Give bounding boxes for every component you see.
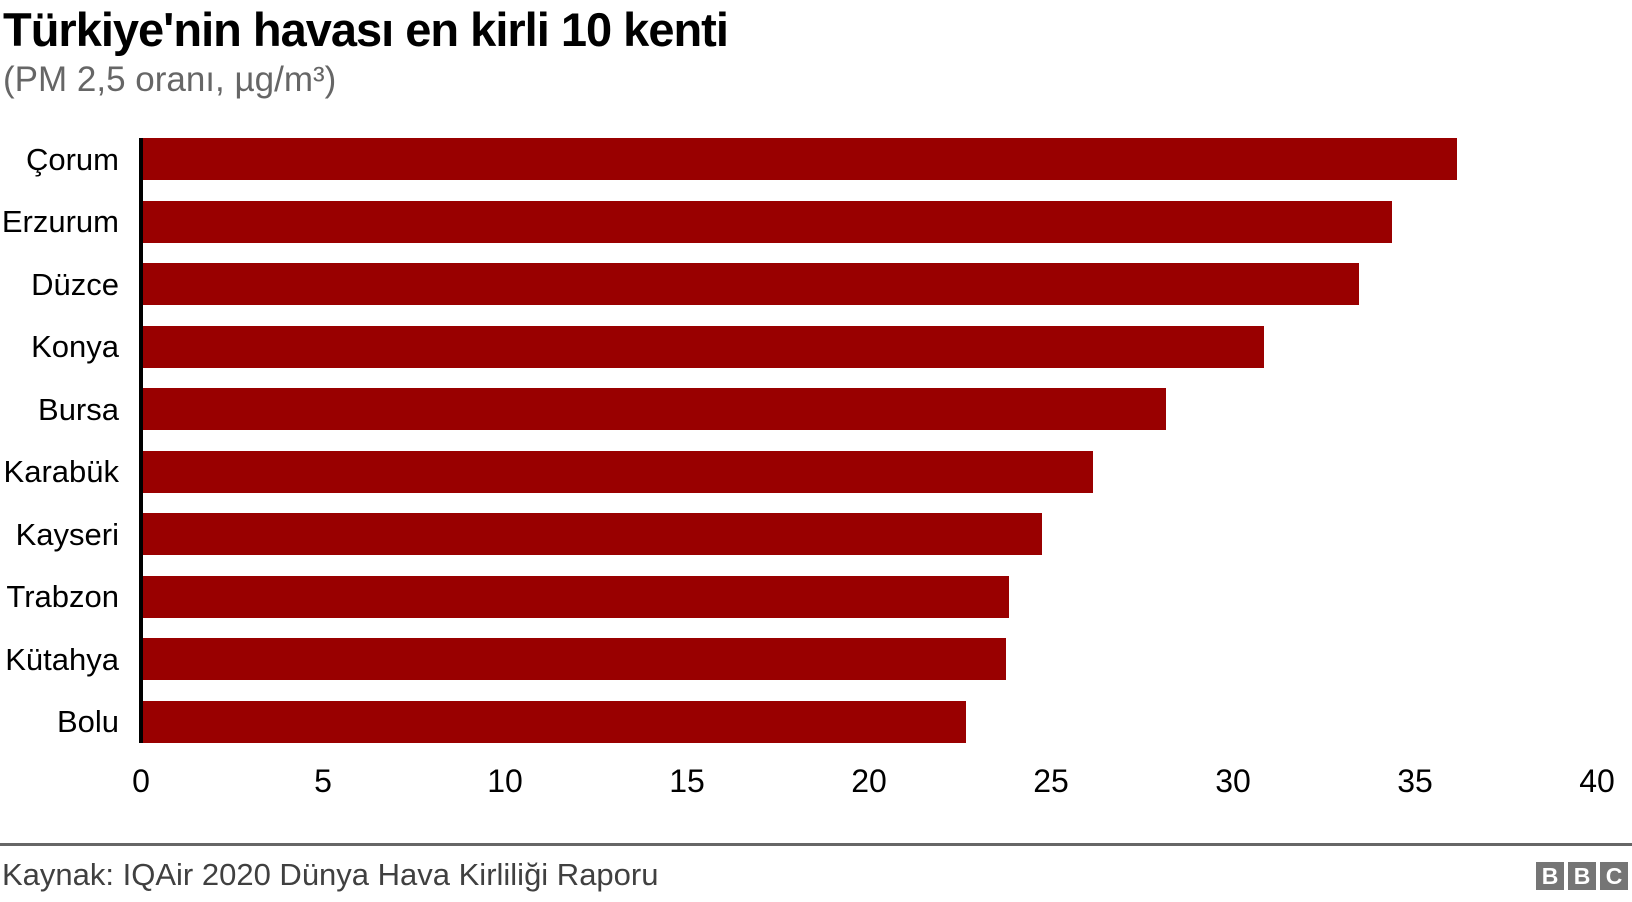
bar <box>143 700 966 743</box>
category-label: Kayseri <box>15 516 119 552</box>
bar-track <box>143 513 1599 556</box>
x-tick-label: 20 <box>851 763 887 799</box>
bar-rows: Çorum Erzurum Düzce Konya Bursa Karabük Kayser… <box>0 138 1599 743</box>
category-label: Kütahya <box>5 641 119 677</box>
bar-track <box>143 263 1599 306</box>
x-axis: 0 5 10 15 20 25 30 35 40 <box>132 762 1615 800</box>
bar-track <box>143 388 1599 431</box>
bar-row: Konya <box>0 325 1599 368</box>
bar-row: Kayseri <box>0 513 1599 556</box>
category-label: Düzce <box>31 266 119 302</box>
bar-row: Çorum <box>0 138 1599 180</box>
x-tick-label: 25 <box>1033 763 1069 799</box>
bar <box>143 325 1265 368</box>
bar-row: Bursa <box>0 388 1599 431</box>
bbc-logo-block: C <box>1600 862 1628 890</box>
category-label: Trabzon <box>6 579 119 615</box>
chart-subtitle: (PM 2,5 oranı, µg/m³) <box>3 60 337 99</box>
x-tick-label: 30 <box>1215 763 1251 799</box>
category-label: Bursa <box>38 391 119 427</box>
x-tick-label: 0 <box>132 763 150 799</box>
bar <box>143 200 1392 243</box>
bar-row: Düzce <box>0 263 1599 306</box>
bar-track <box>143 450 1599 493</box>
bar-row: Erzurum <box>0 200 1599 243</box>
x-tick-label: 5 <box>314 763 332 799</box>
bar <box>143 388 1166 431</box>
bar-track <box>143 200 1599 243</box>
x-tick-label: 35 <box>1397 763 1433 799</box>
bar-track <box>143 638 1599 681</box>
category-label: Erzurum <box>1 204 119 240</box>
bbc-logo-block: B <box>1568 862 1596 890</box>
bar-track <box>143 575 1599 618</box>
bar-track <box>143 700 1599 743</box>
bar-row: Bolu <box>0 700 1599 743</box>
bar <box>143 450 1094 493</box>
bbc-logo-block: B <box>1536 862 1564 890</box>
chart-title: Türkiye'nin havası en kirli 10 kenti <box>3 3 729 56</box>
bar-row: Kütahya <box>0 638 1599 681</box>
footer-divider <box>0 843 1632 846</box>
bar <box>143 638 1006 681</box>
bar-track <box>143 138 1599 180</box>
bar-track <box>143 325 1599 368</box>
bar <box>143 513 1043 556</box>
x-tick-label: 10 <box>487 763 523 799</box>
x-tick-label: 40 <box>1579 763 1615 799</box>
bar-row: Karabük <box>0 450 1599 493</box>
bar <box>143 138 1458 180</box>
category-label: Konya <box>31 329 119 365</box>
source-text: Kaynak: IQAir 2020 Dünya Hava Kirliliği … <box>2 857 659 892</box>
plot-area: Çorum Erzurum Düzce Konya Bursa Karabük Kayser… <box>0 138 1599 743</box>
category-label: Karabük <box>3 454 119 490</box>
category-label: Bolu <box>56 704 119 740</box>
bar <box>143 575 1010 618</box>
y-axis-line <box>139 138 143 743</box>
category-label: Çorum <box>25 141 119 177</box>
bar <box>143 263 1359 306</box>
x-tick-label: 15 <box>669 763 705 799</box>
bar-row: Trabzon <box>0 575 1599 618</box>
